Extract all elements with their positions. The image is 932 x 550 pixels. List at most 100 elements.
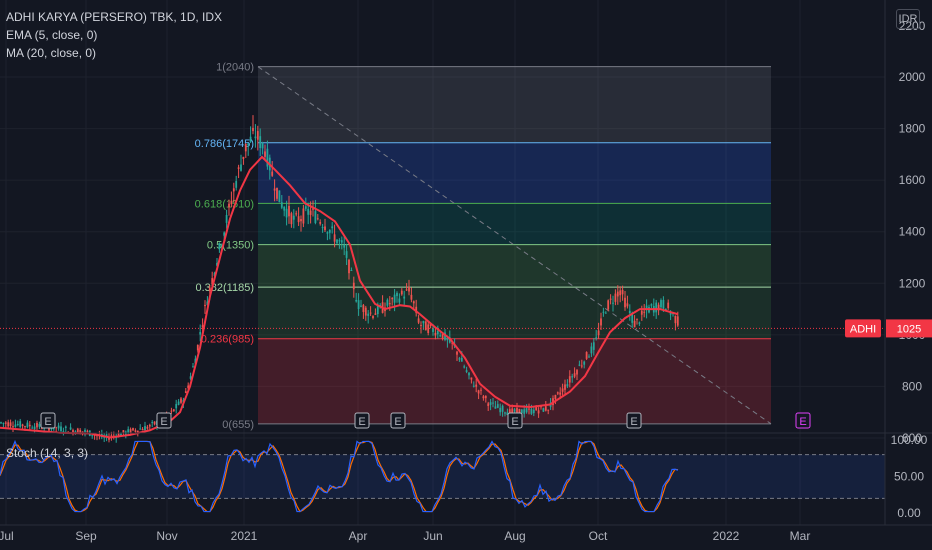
candle-body	[79, 430, 82, 434]
candle-body	[528, 408, 530, 410]
candle-body	[312, 208, 314, 210]
candle-body	[542, 408, 545, 412]
candle-body	[556, 392, 559, 394]
candle-body	[314, 211, 317, 223]
candle-body	[232, 188, 235, 192]
candle-body	[352, 282, 355, 290]
candle-body	[655, 302, 658, 313]
candle-body	[254, 136, 257, 139]
earnings-label: E	[799, 416, 806, 428]
symbol-tag-label: ADHI	[850, 323, 876, 335]
earnings-marker[interactable]: E	[354, 412, 370, 429]
candle-body	[316, 218, 319, 220]
candle-body	[640, 310, 643, 315]
candle-body	[0, 422, 2, 424]
earnings-marker[interactable]: E	[156, 412, 172, 429]
candle-body	[324, 226, 326, 231]
candle-body	[264, 151, 266, 157]
candle-body	[388, 303, 391, 305]
time-axis[interactable]: Jul Sep Nov 2021 Apr Jun Aug Oct 2022 Mar	[0, 524, 932, 543]
candle-body	[585, 352, 588, 359]
candle-body	[657, 304, 660, 311]
candle-body	[252, 127, 254, 132]
candle-body	[436, 330, 439, 335]
candle-body	[580, 365, 583, 367]
candle-body	[48, 426, 50, 431]
candle-body	[240, 164, 242, 171]
candle-body	[554, 394, 557, 400]
stoch-legend[interactable]: Stoch (14, 3, 3)	[6, 446, 89, 460]
earnings-marker[interactable]: E	[626, 412, 642, 429]
candle-body	[136, 430, 139, 433]
candle-body	[355, 299, 358, 302]
candle-body	[120, 433, 122, 436]
candle-body	[321, 227, 324, 229]
earnings-box	[390, 412, 406, 429]
earnings-marker[interactable]: E	[795, 412, 811, 429]
candle-body	[499, 407, 502, 413]
candle-body	[204, 304, 206, 307]
candle-body	[631, 314, 634, 323]
ma-legend[interactable]: MA (20, close, 0)	[6, 46, 97, 60]
candle-body	[494, 406, 497, 409]
fib-band	[258, 203, 771, 245]
candle-body	[362, 305, 365, 312]
earnings-box	[354, 412, 370, 429]
candle-body	[621, 289, 624, 295]
candle-body	[201, 325, 204, 328]
candle-body	[456, 351, 458, 355]
candle-body	[40, 428, 43, 430]
candle-body	[408, 287, 410, 292]
candle-body	[633, 320, 636, 328]
candle-body	[487, 403, 490, 407]
candle-body	[21, 424, 24, 427]
currency-badge[interactable]: IDR	[896, 9, 920, 29]
price-tick: 2000	[899, 70, 926, 84]
fib-band	[258, 244, 771, 288]
fib-level-label: 0.5(1350)	[207, 240, 254, 252]
candle-body	[7, 422, 10, 427]
candle-body	[249, 136, 252, 142]
fibonacci-retracement[interactable]: 1(2040) 0.786(1745) 0.618(1510) 0.5(1350) 0.…	[195, 62, 772, 431]
time-tick: Oct	[589, 529, 608, 543]
price-axis[interactable]: 6008001000120014001600180020002200ADHI10…	[845, 0, 932, 525]
ema-legend[interactable]: EMA (5, close, 0)	[6, 28, 98, 42]
earnings-marker[interactable]: E	[40, 412, 56, 429]
candle-body	[4, 422, 7, 424]
stochastic-panel[interactable]	[0, 432, 932, 513]
earnings-marker[interactable]: E	[390, 412, 406, 429]
candle-body	[177, 401, 180, 405]
candle-body	[237, 167, 240, 169]
candle-body	[285, 208, 288, 218]
candle-body	[364, 307, 367, 316]
candle-body	[292, 215, 295, 220]
earnings-box	[507, 412, 523, 429]
grid	[0, 0, 885, 525]
candle-body	[626, 303, 629, 307]
candle-body	[676, 316, 679, 326]
candle-body	[604, 312, 607, 314]
candle-body	[398, 298, 401, 303]
earnings-label: E	[630, 416, 637, 428]
candle-body	[472, 385, 475, 387]
candle-body	[319, 222, 322, 224]
candle-body	[208, 287, 211, 291]
candle-body	[117, 433, 120, 437]
candle-body	[369, 312, 372, 314]
earnings-marker[interactable]: E	[507, 412, 523, 429]
time-tick: Jul	[0, 529, 14, 543]
candle-body	[261, 143, 264, 149]
candle-body	[180, 398, 182, 403]
candle-body	[595, 337, 598, 339]
price-tick: 1200	[899, 276, 926, 290]
candle-body	[24, 426, 26, 428]
candle-body	[336, 239, 338, 244]
candle-body	[477, 390, 480, 394]
candle-body	[170, 410, 173, 412]
fib-level-label: 0.236(985)	[201, 334, 254, 346]
candle-body	[64, 426, 67, 428]
candle-body	[146, 426, 149, 429]
candle-body	[348, 259, 350, 274]
